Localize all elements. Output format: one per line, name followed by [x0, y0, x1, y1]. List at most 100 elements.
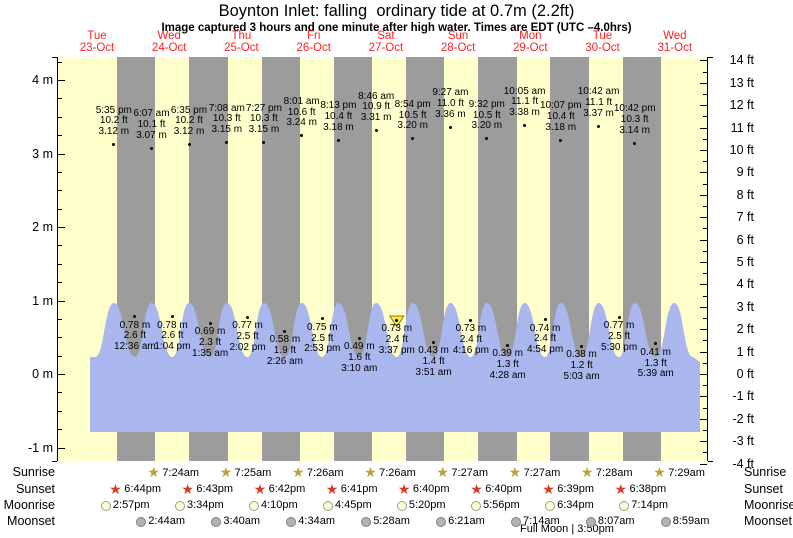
- sunset-time: 6:40pm: [412, 483, 450, 495]
- date-day: 25-Oct: [224, 41, 259, 54]
- right-major-tick: [700, 374, 707, 375]
- sunrise-star-icon: ★: [508, 464, 522, 480]
- left-major-tick: [58, 300, 65, 302]
- sunset-star-icon: ★: [253, 480, 267, 497]
- high-tide-meters: 3.12 m: [98, 126, 130, 138]
- row-label-moonset-left: Moonset: [7, 513, 55, 528]
- right-major-tick: [700, 284, 707, 286]
- sunset-time: 6:40pm: [485, 483, 522, 495]
- sunset-star-icon: ★: [614, 480, 628, 497]
- high-tide-time: 10:07 pm: [539, 100, 582, 112]
- right-major-tick: [700, 441, 707, 443]
- row-label-moonrise-right: Moonrise: [744, 497, 793, 512]
- low-tide-time: 3:10 am: [341, 362, 378, 374]
- low-tide-time: 4:16 pm: [452, 344, 489, 356]
- left-minor-tick: [58, 392, 62, 394]
- moonrise-moon-icon: [545, 500, 556, 511]
- low-tide-dot: [246, 315, 250, 319]
- moonset-moon-icon: [136, 516, 147, 527]
- high-tide-meters: 3.31 m: [360, 112, 392, 124]
- low-tide-dot: [469, 318, 473, 322]
- right-major-tick: [700, 127, 707, 129]
- high-tide-feet: 10.3 ft: [620, 113, 649, 125]
- moonset-time: 7:14am: [523, 515, 560, 527]
- moonrise-moon-icon: [396, 500, 407, 511]
- low-tide-dot: [654, 342, 658, 346]
- right-minor-tick: [703, 71, 707, 73]
- high-tide-dot: [633, 141, 637, 145]
- low-tide-time: 12:36 am: [114, 341, 156, 353]
- moonrise-time: 2:57pm: [112, 499, 150, 511]
- high-tide-label: 5:35 pm 10.2 ft 3.12 m: [82, 105, 146, 138]
- page-title: Boynton Inlet: falling ordinary tide at …: [218, 2, 575, 20]
- moonset-time: 6:21am: [448, 515, 485, 527]
- moonrise-moon-icon: [619, 500, 630, 511]
- high-tide-feet: 10.5 ft: [472, 109, 501, 121]
- high-tide-time: 10:42 am: [577, 86, 620, 98]
- right-major-tick: [700, 194, 707, 196]
- low-tide-meters: 0.78 m: [119, 319, 151, 331]
- sunset-time: 6:41pm: [340, 483, 378, 495]
- high-tide-time: 7:27 pm: [245, 102, 282, 114]
- row-label-sunrise-left: Sunrise: [12, 465, 55, 479]
- moonset-moon-icon: [286, 516, 297, 527]
- moonset-moon-icon: [660, 516, 671, 527]
- high-tide-feet: 10.3 ft: [212, 113, 241, 125]
- low-tide-feet: 1.6 ft: [348, 351, 371, 363]
- right-axis-label: 3 ft: [736, 299, 754, 314]
- right-major-tick: [700, 306, 707, 308]
- moonset-time: 8:07am: [597, 515, 635, 527]
- low-tide-dot: [432, 340, 436, 344]
- right-axis-label: 9 ft: [736, 165, 754, 180]
- row-label-moonrise-left: Moonrise: [3, 497, 55, 512]
- high-tide-label: 8:54 pm 10.5 ft 3.20 m: [381, 99, 445, 132]
- right-axis-label: 8 ft: [736, 187, 754, 202]
- left-minor-tick: [58, 116, 62, 118]
- date-label: Sat 27-Oct: [354, 30, 418, 54]
- low-tide-dot: [543, 318, 547, 322]
- high-tide-meters: 3.18 m: [545, 121, 577, 133]
- high-tide-feet: 10.5 ft: [398, 109, 427, 121]
- moonset-time: 2:44am: [148, 515, 185, 527]
- moonset-moon-icon: [585, 516, 596, 527]
- left-minor-tick: [58, 282, 62, 284]
- sunrise-time: 7:27am: [523, 466, 561, 479]
- right-major-tick: [700, 329, 707, 331]
- moonset-moon-icon: [511, 516, 521, 527]
- high-tide-meters: 3.20 m: [397, 120, 428, 132]
- high-tide-dot: [262, 141, 266, 144]
- left-minor-tick: [58, 98, 62, 100]
- low-tide-feet: 1.9 ft: [273, 345, 297, 357]
- moonset-time: 5:28am: [373, 515, 410, 527]
- sunset-star-icon: ★: [397, 480, 411, 497]
- high-tide-dot: [374, 129, 378, 133]
- high-tide-meters: 3.12 m: [173, 126, 205, 138]
- moonrise-time: 5:56pm: [483, 499, 520, 511]
- left-major-tick: [58, 374, 65, 375]
- right-major-tick: [700, 463, 707, 465]
- right-axis-label: 1 ft: [736, 344, 754, 359]
- low-tide-meters: 0.39 m: [492, 348, 523, 360]
- right-axis-label: -1 ft: [732, 389, 754, 404]
- low-tide-label: 0.49 m 1.6 ft 3:10 am: [327, 341, 391, 374]
- date-day: 29-Oct: [513, 41, 548, 54]
- right-major-tick: [700, 262, 707, 263]
- high-tide-dot: [300, 134, 304, 138]
- sunrise-star-icon: ★: [219, 464, 233, 480]
- left-axis-label: 4 m: [32, 73, 53, 87]
- high-tide-time: 8:01 am: [283, 95, 320, 107]
- right-minor-tick: [703, 407, 707, 409]
- right-minor-tick: [703, 183, 707, 185]
- low-tide-meters: 0.73 m: [381, 323, 413, 335]
- high-tide-feet: 10.4 ft: [324, 111, 353, 123]
- sunrise-star-icon: ★: [436, 464, 449, 480]
- date-weekday: Sun: [447, 30, 469, 42]
- high-tide-meters: 3.07 m: [136, 129, 167, 141]
- date-day: 28-Oct: [440, 41, 476, 54]
- high-tide-dot: [225, 141, 229, 144]
- low-tide-label: 0.41 m 1.3 ft 5:39 am: [624, 347, 688, 380]
- right-axis-label: 11 ft: [730, 120, 754, 135]
- high-tide-feet: 10.9 ft: [362, 101, 391, 113]
- low-tide-time: 1:35 am: [192, 347, 229, 359]
- low-tide-feet: 1.3 ft: [644, 357, 667, 369]
